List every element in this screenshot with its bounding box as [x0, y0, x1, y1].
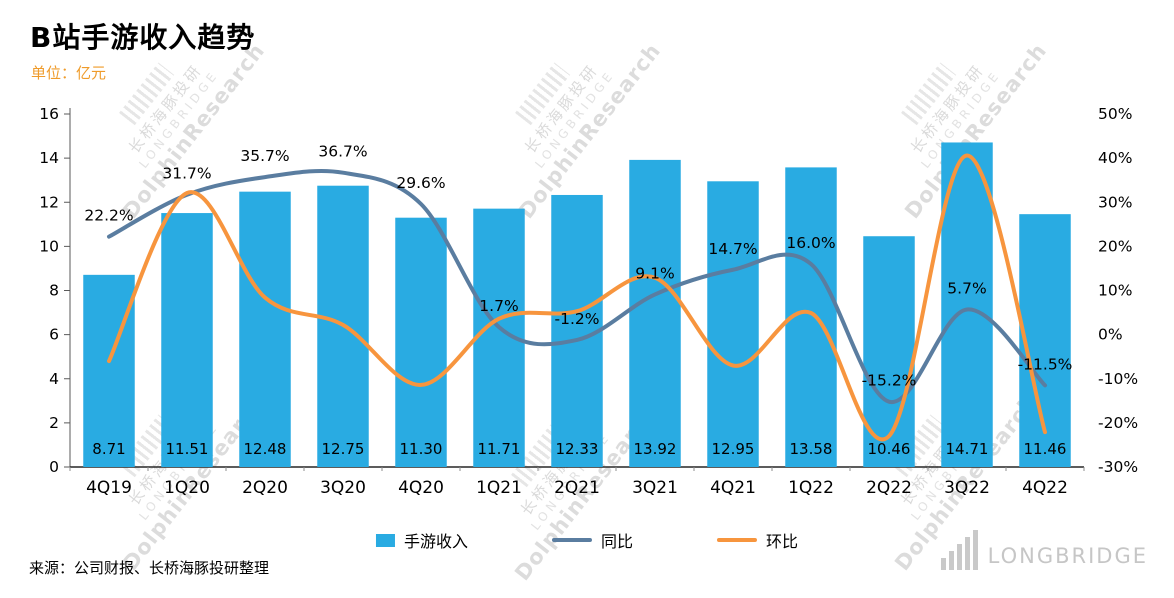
right-axis-tick-label: -20%: [1098, 414, 1138, 432]
right-axis-tick-label: 40%: [1098, 149, 1132, 167]
yoy-value-label: 35.7%: [240, 147, 289, 165]
bar-value-label: 13.58: [790, 440, 833, 458]
bar-value-label: 14.71: [946, 440, 989, 458]
yoy-value-label: 29.6%: [396, 174, 445, 192]
left-axis-tick-label: 0: [49, 458, 59, 476]
bar-value-label: 12.75: [322, 440, 365, 458]
legend-label-qoq: 环比: [766, 532, 799, 551]
yoy-value-label: 9.1%: [635, 264, 674, 282]
revenue-bar: [83, 274, 135, 467]
yoy-value-label: 36.7%: [318, 143, 367, 161]
yoy-line: [107, 169, 1047, 404]
left-axis-tick-label: 12: [39, 193, 59, 211]
longbridge-wordmark: LONGBRIDGE: [987, 544, 1148, 568]
yoy-value-label: 5.7%: [947, 279, 986, 297]
longbridge-bars-icon: [940, 530, 978, 570]
left-axis-tick-label: 8: [49, 282, 59, 300]
left-axis-tick-label: 14: [39, 149, 59, 167]
yoy-value-label: -15.2%: [862, 372, 917, 390]
bar-value-label: 10.46: [868, 440, 911, 458]
unit-label: 单位：亿元: [31, 64, 107, 82]
qoq-line-swatch: [717, 538, 758, 542]
legend-label-yoy: 同比: [600, 532, 634, 551]
right-axis-tick-label: 50%: [1098, 105, 1132, 123]
legend-label-revenue: 手游收入: [403, 532, 468, 551]
left-axis-tick-label: 2: [49, 414, 59, 432]
yoy-line-swatch: [551, 538, 592, 542]
x-axis-category-label: 4Q21: [710, 478, 756, 498]
legend-item-qoq: 环比: [717, 528, 798, 552]
revenue-bar: [629, 159, 681, 467]
revenue-bar: [395, 217, 447, 467]
yoy-value-label: 31.7%: [162, 165, 211, 183]
x-axis-category-label: 1Q21: [476, 478, 522, 498]
chart-legend: 手游收入 同比 环比: [375, 528, 798, 552]
x-axis-category-label: 4Q19: [86, 478, 132, 498]
chart-title: B站手游收入趋势: [30, 21, 256, 54]
legend-item-yoy: 同比: [551, 528, 634, 552]
left-axis-tick-label: 16: [39, 105, 59, 123]
x-axis-category-label: 2Q22: [866, 478, 912, 498]
x-axis-category-label: 1Q22: [788, 478, 834, 498]
revenue-bar: [551, 194, 603, 468]
yoy-value-label: 22.2%: [84, 207, 133, 225]
x-axis-category-label: 3Q22: [944, 478, 990, 498]
revenue-bar-swatch: [375, 533, 395, 547]
x-axis-category-label: 2Q20: [242, 478, 288, 498]
bar-value-label: 11.51: [166, 440, 209, 458]
right-axis-tick-label: 10%: [1098, 282, 1132, 300]
yoy-value-label: 14.7%: [708, 240, 757, 258]
left-axis-tick-label: 4: [49, 370, 59, 388]
bar-value-label: 12.48: [244, 440, 287, 458]
yoy-value-label: -1.2%: [555, 310, 600, 328]
x-axis-category-label: 3Q20: [320, 478, 366, 498]
x-axis-category-label: 2Q21: [554, 478, 600, 498]
revenue-bar: [941, 142, 993, 467]
yoy-value-label: 16.0%: [786, 234, 835, 252]
revenue-bar: [161, 213, 213, 467]
revenue-bar: [707, 181, 759, 467]
yoy-value-label: 1.7%: [479, 297, 518, 315]
right-axis-tick-label: -30%: [1098, 458, 1138, 476]
right-axis-tick-label: 30%: [1098, 193, 1132, 211]
bar-value-label: 12.95: [712, 440, 755, 458]
longbridge-logo: LONGBRIDGE: [940, 530, 1148, 570]
right-axis-tick-label: 0%: [1098, 326, 1123, 344]
x-axis-category-label: 4Q20: [398, 478, 444, 498]
revenue-bar: [239, 191, 291, 467]
left-axis-tick-label: 6: [49, 326, 59, 344]
yoy-value-label: -11.5%: [1018, 355, 1073, 373]
qoq-line: [107, 153, 1047, 442]
x-axis-category-label: 3Q21: [632, 478, 678, 498]
bar-value-label: 11.46: [1024, 440, 1067, 458]
x-axis-category-label: 4Q22: [1022, 478, 1068, 498]
bar-value-label: 8.71: [92, 440, 125, 458]
bar-value-label: 11.30: [400, 440, 443, 458]
left-axis-tick-label: 10: [39, 237, 59, 255]
right-axis-tick-label: 20%: [1098, 237, 1132, 255]
legend-item-revenue: 手游收入: [375, 528, 468, 552]
source-note: 来源：公司财报、长桥海豚投研整理: [29, 559, 270, 577]
bar-value-label: 12.33: [556, 440, 599, 458]
right-axis-tick-label: -10%: [1098, 370, 1138, 388]
x-axis-category-label: 1Q20: [164, 478, 210, 498]
bar-value-label: 11.71: [478, 440, 521, 458]
bar-value-label: 13.92: [634, 440, 677, 458]
